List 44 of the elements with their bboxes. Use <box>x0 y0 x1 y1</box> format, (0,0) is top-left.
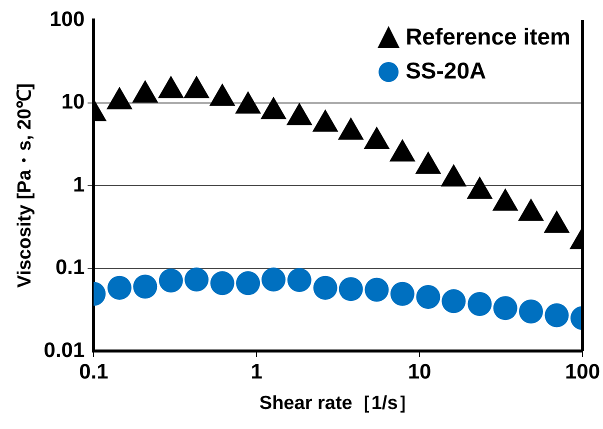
point <box>158 76 184 98</box>
legend-label: SS-20A <box>406 57 486 84</box>
point <box>132 80 158 103</box>
point <box>364 126 390 150</box>
point <box>338 277 363 302</box>
y-axis-title: Viscosity [Pa・s, 20℃] <box>14 83 36 288</box>
y-tick-label: 0.01 <box>44 338 85 362</box>
x-tick-label: 10 <box>408 360 432 384</box>
point <box>287 268 312 292</box>
point <box>209 83 236 106</box>
point <box>364 278 389 302</box>
point <box>133 274 158 299</box>
point <box>442 289 466 314</box>
x-tick-label: 100 <box>564 360 600 384</box>
point <box>286 102 312 126</box>
point <box>235 91 262 114</box>
point <box>468 292 492 316</box>
point <box>416 284 440 309</box>
point <box>158 268 183 293</box>
legend-label: Reference item <box>406 23 570 50</box>
point <box>313 276 338 300</box>
point <box>389 139 416 162</box>
point <box>184 76 210 98</box>
point <box>106 86 132 110</box>
y-tick-label: 1 <box>72 173 85 196</box>
x-tick-label: 1 <box>250 360 263 384</box>
x-tick-label: 0.1 <box>79 360 109 384</box>
point <box>493 296 518 320</box>
point <box>184 268 209 292</box>
point <box>518 300 543 324</box>
x-axis-title: Shear rate［1/s］ <box>259 392 417 414</box>
point <box>312 109 338 132</box>
point <box>390 282 414 306</box>
point <box>338 117 364 140</box>
point <box>210 271 234 296</box>
y-tick-label: 100 <box>50 8 85 31</box>
y-tick-label: 0.1 <box>55 256 85 280</box>
point <box>107 276 132 300</box>
point <box>236 271 260 296</box>
point <box>415 151 442 174</box>
point <box>262 268 286 292</box>
point <box>544 303 569 328</box>
y-tick-label: 10 <box>61 90 85 114</box>
point <box>260 96 287 120</box>
